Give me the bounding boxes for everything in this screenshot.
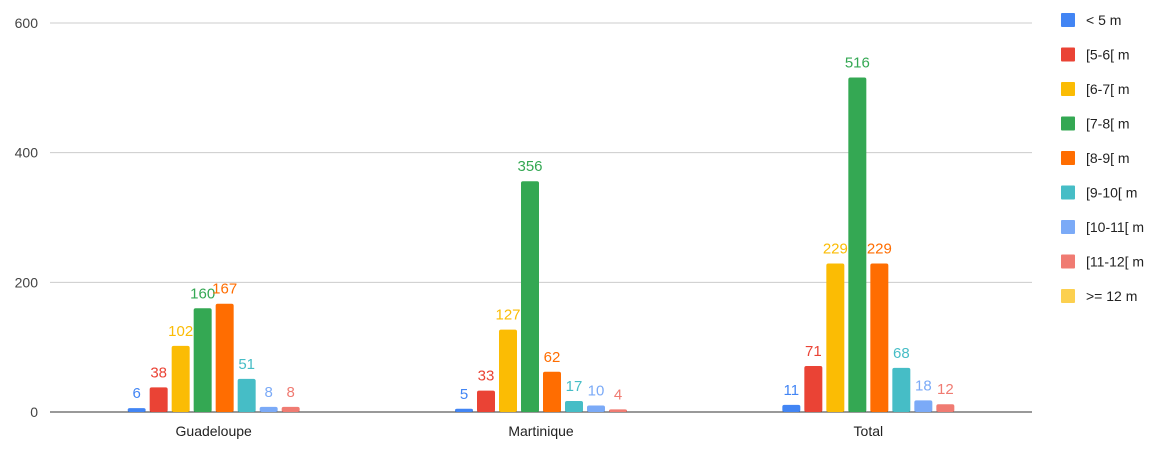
data-label-martinique-11-12-m: 4 bbox=[614, 386, 622, 403]
bar-guadeloupe-6-7-m bbox=[171, 345, 190, 412]
data-label-martinique-6-7-m: 127 bbox=[495, 307, 520, 324]
data-label-martinique-7-8-m: 356 bbox=[517, 158, 542, 175]
bar-guadeloupe-11-12-m bbox=[281, 406, 300, 412]
bar-total-5-m bbox=[782, 404, 801, 412]
data-label-guadeloupe-9-10-m: 51 bbox=[238, 356, 255, 373]
bar-total-5-6-m bbox=[804, 365, 823, 412]
data-label-martinique-8-9-m: 62 bbox=[544, 349, 561, 366]
bar-martinique-8-9-m bbox=[543, 371, 561, 412]
data-label-guadeloupe-5-6-m: 38 bbox=[150, 364, 167, 381]
bar-martinique-6-7-m bbox=[499, 329, 517, 412]
legend: < 5 m [5-6[ m [6-7[ m [7-8[ m [8-9[ m [9-10[ … bbox=[1061, 12, 1144, 304]
data-label-guadeloupe-10-11-m: 8 bbox=[264, 384, 272, 401]
legend-swatch-8-9-m bbox=[1061, 151, 1075, 165]
legend-swatch-9-10-m bbox=[1061, 185, 1075, 200]
bar-total-9-10-m bbox=[892, 367, 911, 412]
bar-total-11-12-m bbox=[936, 404, 955, 412]
legend-item-9-10-m: [9-10[ m bbox=[1061, 185, 1137, 201]
x-tick-label-guadeloupe: Guadeloupe bbox=[176, 423, 253, 439]
legend-item-11-12-m: [11-12[ m bbox=[1061, 254, 1144, 270]
bars bbox=[127, 77, 955, 413]
legend-label-8-9-m: [8-9[ m bbox=[1086, 150, 1130, 166]
bar-guadeloupe-7-8-m bbox=[193, 308, 212, 412]
legend-swatch-10-11-m bbox=[1061, 220, 1075, 234]
y-tick-label-400: 400 bbox=[15, 145, 39, 161]
data-label-guadeloupe-8-9-m: 167 bbox=[212, 281, 237, 298]
data-label-total-5-m: 11 bbox=[784, 382, 800, 399]
bar-total-10-11-m bbox=[914, 400, 933, 412]
legend-swatch-11-12-m bbox=[1061, 254, 1075, 269]
legend-label-9-10-m: [9-10[ m bbox=[1086, 185, 1137, 201]
data-label-total-11-12-m: 12 bbox=[937, 381, 954, 398]
bar-martinique-11-12-m bbox=[609, 409, 627, 412]
x-tick-label-total: Total bbox=[854, 423, 884, 439]
legend-label-7-8-m: [7-8[ m bbox=[1086, 116, 1130, 132]
data-label-guadeloupe-6-7-m: 102 bbox=[168, 323, 193, 340]
data-label-guadeloupe-11-12-m: 8 bbox=[286, 384, 294, 401]
legend-swatch-5-6-m bbox=[1061, 47, 1075, 62]
legend-item-5-6-m: [5-6[ m bbox=[1061, 47, 1130, 63]
data-label-total-8-9-m: 229 bbox=[867, 241, 892, 258]
bar-martinique-9-10-m bbox=[565, 400, 583, 412]
legend-label-12-m: >= 12 m bbox=[1086, 288, 1137, 304]
bar-guadeloupe-9-10-m bbox=[237, 378, 256, 412]
legend-swatch-6-7-m bbox=[1061, 82, 1075, 96]
data-label-total-7-8-m: 516 bbox=[845, 54, 870, 71]
bar-guadeloupe-8-9-m bbox=[215, 303, 234, 412]
legend-label-5-6-m: [5-6[ m bbox=[1086, 47, 1130, 63]
legend-item-5-m: < 5 m bbox=[1061, 12, 1121, 28]
data-label-martinique-5-6-m: 33 bbox=[478, 368, 495, 385]
bar-martinique-10-11-m bbox=[587, 405, 605, 412]
data-label-total-10-11-m: 18 bbox=[915, 377, 932, 394]
data-label-total-5-6-m: 71 bbox=[805, 343, 822, 360]
data-label-total-9-10-m: 68 bbox=[893, 345, 910, 362]
bar-total-6-7-m bbox=[826, 263, 845, 412]
bar-martinique-5-6-m bbox=[477, 390, 495, 412]
y-axis-tick-labels: 0 200 400 600 bbox=[15, 15, 39, 420]
legend-swatch-12-m bbox=[1061, 289, 1075, 303]
gridlines bbox=[50, 22, 1032, 413]
legend-item-10-11-m: [10-11[ m bbox=[1061, 219, 1144, 235]
y-tick-label-600: 600 bbox=[15, 15, 39, 31]
x-tick-label-martinique: Martinique bbox=[508, 423, 574, 439]
bar-guadeloupe-10-11-m bbox=[259, 406, 278, 412]
legend-item-8-9-m: [8-9[ m bbox=[1061, 150, 1130, 166]
legend-item-12-m: >= 12 m bbox=[1061, 288, 1137, 304]
legend-label-11-12-m: [11-12[ m bbox=[1086, 254, 1144, 270]
bar-total-7-8-m bbox=[848, 77, 867, 413]
bar-martinique-7-8-m bbox=[521, 181, 539, 412]
legend-swatch-7-8-m bbox=[1061, 116, 1075, 131]
bar-martinique-5-m bbox=[455, 408, 473, 412]
legend-label-10-11-m: [10-11[ m bbox=[1086, 219, 1144, 235]
data-label-guadeloupe-5-m: 6 bbox=[132, 385, 140, 402]
y-tick-label-200: 200 bbox=[15, 274, 39, 290]
bar-guadeloupe-5-m bbox=[127, 408, 146, 412]
bar-guadeloupe-5-6-m bbox=[149, 387, 168, 412]
data-label-total-6-7-m: 229 bbox=[823, 241, 848, 258]
y-tick-label-0: 0 bbox=[30, 404, 38, 420]
data-label-martinique-9-10-m: 17 bbox=[566, 378, 583, 395]
x-axis-tick-labels: Guadeloupe Martinique Total bbox=[176, 423, 884, 439]
legend-label-5-m: < 5 m bbox=[1086, 12, 1121, 28]
data-label-martinique-5-m: 5 bbox=[460, 386, 468, 403]
bar-total-8-9-m bbox=[870, 263, 889, 412]
legend-swatch-5-m bbox=[1061, 13, 1075, 27]
data-label-guadeloupe-7-8-m: 160 bbox=[190, 285, 215, 302]
legend-item-7-8-m: [7-8[ m bbox=[1061, 116, 1130, 132]
legend-item-6-7-m: [6-7[ m bbox=[1061, 81, 1130, 97]
data-label-martinique-10-11-m: 10 bbox=[588, 383, 605, 400]
legend-label-6-7-m: [6-7[ m bbox=[1086, 81, 1130, 97]
